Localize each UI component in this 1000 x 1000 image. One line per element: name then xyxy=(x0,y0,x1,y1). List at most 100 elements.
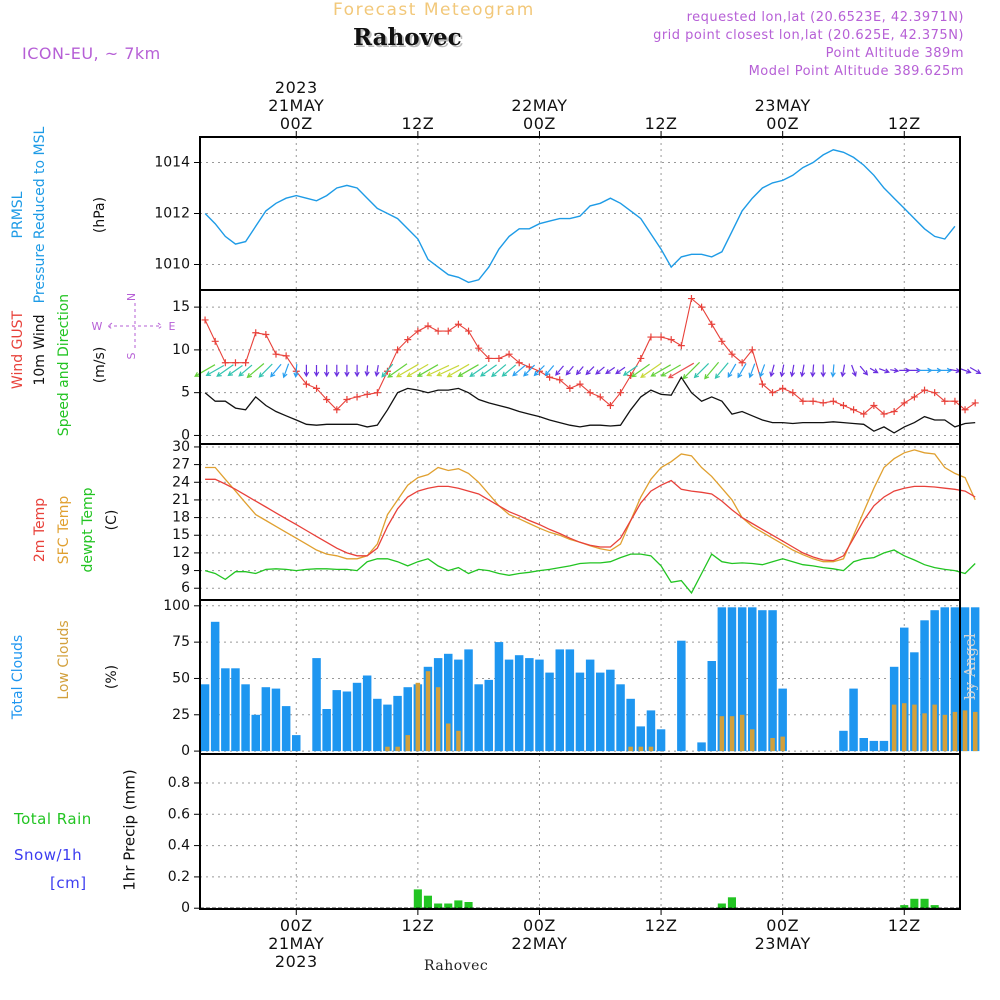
wind-direction-arrow xyxy=(544,365,555,377)
wind-direction-arrow xyxy=(748,363,756,379)
wind-direction-arrow xyxy=(258,363,273,378)
wind-direction-arrow xyxy=(205,364,225,377)
total-cloud-bar xyxy=(292,735,301,752)
data-layer xyxy=(194,149,982,909)
frames-layer xyxy=(194,131,961,915)
clouds-ytick-label: 75 xyxy=(172,634,190,650)
top-time-label: 23MAY xyxy=(755,96,811,115)
wind-direction-arrow xyxy=(282,363,290,379)
gust-marker xyxy=(850,406,858,414)
temperature-ytick-label: 30 xyxy=(172,439,190,455)
wind-direction-arrow xyxy=(364,365,370,377)
dewpoint-line xyxy=(204,549,976,595)
temperature-ytick-label: 9 xyxy=(181,563,190,579)
gust-marker xyxy=(951,397,959,405)
total-cloud-bar xyxy=(555,649,564,752)
total-cloud-bar xyxy=(636,726,645,752)
wind-direction-arrow xyxy=(830,364,836,378)
bottom-time-label: 00Z xyxy=(766,916,799,935)
top-time-label: 00Z xyxy=(280,114,313,133)
wind-panel-frame xyxy=(199,289,961,445)
gust-marker xyxy=(890,407,898,415)
wind-direction-arrow xyxy=(622,365,638,376)
pressure-ytick-label: 1012 xyxy=(154,206,190,222)
wind-direction-arrow xyxy=(890,367,900,374)
gust-marker xyxy=(910,393,918,401)
gust-marker xyxy=(657,333,665,341)
wind-direction-arrow xyxy=(396,363,419,378)
wind-speed-line xyxy=(204,376,976,434)
wind-direction-arrow xyxy=(194,364,216,377)
precip-axis-title: 1hr Precip (mm) xyxy=(121,769,139,890)
bottom-time-label: 21MAY xyxy=(268,934,324,953)
total-cloud-bar xyxy=(768,610,777,752)
total-cloud-bar xyxy=(697,742,706,752)
wind-direction-arrow xyxy=(693,362,710,379)
total-cloud-bar xyxy=(393,695,402,752)
total-cloud-bar xyxy=(271,688,281,752)
total-cloud-bar xyxy=(200,684,210,752)
wind-direction-arrow xyxy=(334,364,340,378)
wind-direction-arrow xyxy=(446,363,470,378)
bottom-time-label: 2023 xyxy=(275,952,318,971)
top-time-label: 12Z xyxy=(645,114,678,133)
rain-bar xyxy=(444,903,453,909)
total-cloud-bar xyxy=(727,607,737,752)
wind-direction-arrow xyxy=(436,364,460,377)
low-cloud-bar xyxy=(638,746,644,752)
gust-marker xyxy=(394,346,402,354)
wind-direction-arrow xyxy=(575,366,584,376)
gust-marker xyxy=(586,389,594,397)
low-cloud-bar xyxy=(719,716,725,752)
gust-marker xyxy=(870,402,878,409)
temperature-ytick-label: 18 xyxy=(172,510,190,526)
total-cloud-bar xyxy=(504,659,514,752)
temperature-ytick-label: 21 xyxy=(172,492,190,508)
wind-direction-arrow xyxy=(270,363,282,378)
wind-direction-arrow xyxy=(374,364,380,378)
gust-marker xyxy=(708,320,716,328)
compass-n-label: N xyxy=(125,293,138,301)
wind-dir-label: Speed and Direction xyxy=(56,294,72,436)
wind-direction-arrow xyxy=(501,364,517,377)
pressure-unit-label: (hPa) xyxy=(92,197,108,233)
wind-direction-arrow xyxy=(859,365,869,376)
wind-direction-arrow xyxy=(615,366,626,375)
footer-location: Rahovec xyxy=(424,958,489,974)
low-cloud-bar xyxy=(952,711,958,752)
total-cloud-bar xyxy=(514,655,524,752)
total-cloud-bar xyxy=(869,740,879,752)
rain-bar xyxy=(930,905,939,909)
gust-marker xyxy=(819,399,827,407)
gust-marker xyxy=(434,327,442,335)
gust-marker xyxy=(475,344,483,352)
requested-coords: requested lon,lat (20.6523E, 42.3971N) xyxy=(686,10,964,25)
low-cloud-bar xyxy=(750,729,755,752)
total-cloud-bar xyxy=(646,710,656,752)
gust-marker xyxy=(343,396,351,404)
gust-marker xyxy=(789,389,797,397)
rain-bar xyxy=(413,889,422,909)
wind-direction-arrow xyxy=(727,363,737,378)
wind-direction-arrow xyxy=(354,364,360,378)
gust-marker xyxy=(799,397,807,405)
wind-direction-arrow xyxy=(491,364,507,378)
wind-direction-arrow xyxy=(303,364,310,378)
total-cloud-bar xyxy=(717,607,727,752)
wind-direction-arrow xyxy=(640,363,662,379)
gust-marker xyxy=(860,410,868,418)
gust-marker xyxy=(211,337,219,345)
total-clouds-label: Total Clouds xyxy=(10,635,26,720)
wind-direction-arrow xyxy=(533,365,545,377)
gust-marker xyxy=(282,352,290,360)
wind-direction-arrow xyxy=(387,363,408,378)
bottom-time-label: 12Z xyxy=(645,916,678,935)
gust-marker xyxy=(302,380,310,388)
gust-marker xyxy=(596,393,604,401)
top-time-label: 21MAY xyxy=(268,96,324,115)
gust-marker xyxy=(313,384,321,392)
top-time-label: 00Z xyxy=(523,114,556,133)
wind-direction-arrow xyxy=(605,366,616,375)
gust-marker xyxy=(252,329,260,337)
gust-marker xyxy=(221,359,229,367)
